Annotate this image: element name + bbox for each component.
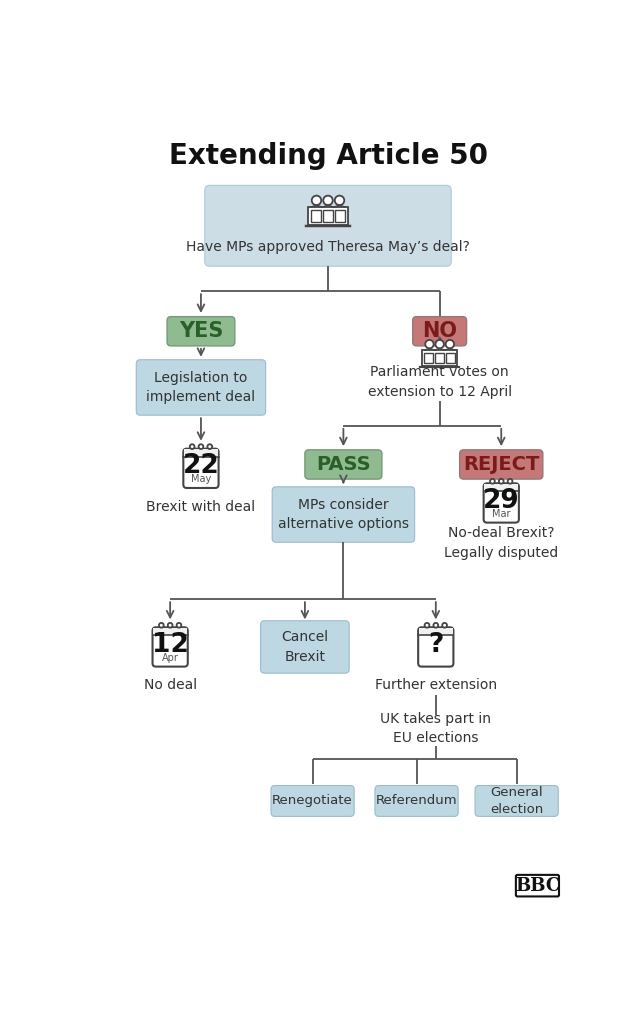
Bar bbox=[446, 353, 455, 363]
FancyBboxPatch shape bbox=[183, 448, 219, 488]
Bar bbox=[323, 210, 333, 222]
Circle shape bbox=[190, 444, 195, 449]
Text: 22: 22 bbox=[182, 453, 220, 479]
Text: Renegotiate: Renegotiate bbox=[272, 795, 353, 807]
FancyBboxPatch shape bbox=[271, 785, 354, 816]
Bar bbox=[311, 210, 321, 222]
Text: ?: ? bbox=[428, 632, 444, 658]
FancyBboxPatch shape bbox=[205, 185, 451, 266]
Circle shape bbox=[207, 444, 212, 449]
FancyBboxPatch shape bbox=[305, 450, 382, 479]
Text: Further extension: Further extension bbox=[375, 678, 497, 693]
Text: REJECT: REJECT bbox=[463, 455, 540, 474]
FancyBboxPatch shape bbox=[516, 875, 559, 896]
Circle shape bbox=[435, 340, 444, 348]
Circle shape bbox=[177, 623, 181, 628]
FancyBboxPatch shape bbox=[167, 317, 235, 345]
Text: Cancel
Brexit: Cancel Brexit bbox=[282, 630, 328, 664]
Text: BBC: BBC bbox=[515, 877, 560, 894]
Text: 12: 12 bbox=[152, 632, 189, 658]
Text: Have MPs approved Theresa May’s deal?: Have MPs approved Theresa May’s deal? bbox=[186, 241, 470, 254]
Circle shape bbox=[499, 479, 504, 483]
FancyBboxPatch shape bbox=[484, 483, 519, 522]
Circle shape bbox=[442, 623, 447, 628]
Text: May: May bbox=[191, 474, 211, 484]
Circle shape bbox=[490, 479, 495, 483]
Circle shape bbox=[424, 623, 429, 628]
FancyBboxPatch shape bbox=[375, 785, 458, 816]
Bar bbox=[184, 449, 218, 456]
Bar bbox=[154, 628, 187, 635]
FancyBboxPatch shape bbox=[460, 450, 543, 479]
Bar bbox=[435, 353, 444, 363]
Bar bbox=[419, 628, 452, 635]
Text: UK takes part in
EU elections: UK takes part in EU elections bbox=[380, 711, 492, 745]
FancyBboxPatch shape bbox=[418, 627, 453, 666]
Circle shape bbox=[323, 195, 333, 206]
Bar bbox=[424, 353, 433, 363]
Text: Brexit with deal: Brexit with deal bbox=[147, 500, 255, 514]
FancyBboxPatch shape bbox=[260, 621, 349, 673]
Text: YES: YES bbox=[179, 322, 223, 341]
Circle shape bbox=[508, 479, 513, 483]
Text: Mar: Mar bbox=[492, 509, 511, 519]
Text: 29: 29 bbox=[483, 488, 520, 514]
Circle shape bbox=[168, 623, 173, 628]
FancyBboxPatch shape bbox=[272, 487, 415, 542]
Text: No deal: No deal bbox=[143, 678, 196, 693]
Text: No-deal Brexit?
Legally disputed: No-deal Brexit? Legally disputed bbox=[444, 526, 558, 560]
Bar bbox=[308, 208, 348, 225]
Bar bbox=[335, 210, 345, 222]
FancyBboxPatch shape bbox=[152, 627, 188, 666]
Text: Referendum: Referendum bbox=[376, 795, 458, 807]
Circle shape bbox=[198, 444, 204, 449]
Text: General
election: General election bbox=[490, 786, 543, 816]
Text: Legislation to
implement deal: Legislation to implement deal bbox=[147, 371, 255, 404]
Bar bbox=[422, 351, 457, 366]
Text: MPs consider
alternative options: MPs consider alternative options bbox=[278, 498, 409, 531]
Text: Extending Article 50: Extending Article 50 bbox=[168, 143, 488, 171]
Bar bbox=[484, 484, 518, 491]
Text: NO: NO bbox=[422, 322, 457, 341]
Text: Apr: Apr bbox=[162, 653, 179, 663]
Circle shape bbox=[312, 195, 321, 206]
Circle shape bbox=[445, 340, 454, 348]
Circle shape bbox=[433, 623, 438, 628]
Circle shape bbox=[425, 340, 434, 348]
FancyBboxPatch shape bbox=[413, 317, 467, 345]
FancyBboxPatch shape bbox=[475, 785, 558, 816]
Circle shape bbox=[159, 623, 164, 628]
FancyBboxPatch shape bbox=[136, 360, 266, 415]
Text: PASS: PASS bbox=[316, 455, 371, 474]
Text: Parliament votes on
extension to 12 April: Parliament votes on extension to 12 Apri… bbox=[367, 365, 512, 399]
Circle shape bbox=[335, 195, 344, 206]
